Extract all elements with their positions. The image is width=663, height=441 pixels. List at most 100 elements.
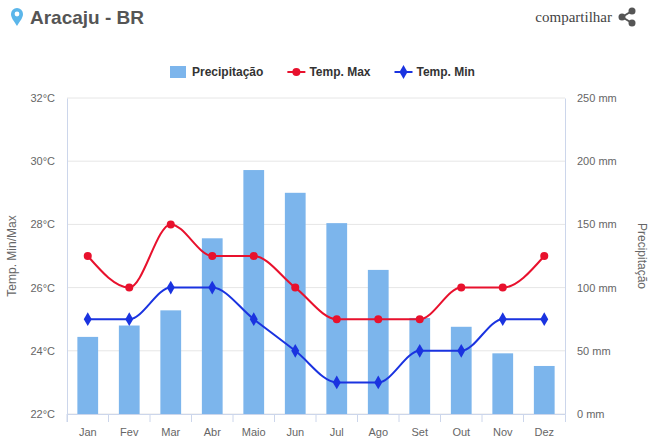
tick: 150 mm — [565, 218, 617, 230]
tick: 100 mm — [565, 282, 617, 294]
tick: Jan — [67, 414, 97, 438]
legend-label: Temp. Min — [417, 65, 475, 79]
pin-icon — [11, 8, 23, 26]
title: Aracaju - BR — [30, 7, 144, 28]
tick-label: 30°C — [30, 155, 55, 167]
grid-line — [67, 98, 565, 99]
grid-line — [67, 224, 565, 225]
bar — [451, 327, 472, 414]
tick-label: Nov — [493, 426, 513, 438]
legend: Precipitação Temp. Max Temp. Min — [170, 65, 475, 79]
bar — [492, 353, 513, 414]
tick-label: 100 mm — [577, 282, 617, 294]
bar — [160, 310, 181, 414]
tick: Abr — [192, 414, 222, 438]
plot-area — [77, 170, 554, 414]
tick-label: Abr — [204, 426, 221, 438]
tick-mark — [482, 414, 483, 422]
tick-mark — [233, 414, 234, 422]
marker — [250, 252, 258, 260]
tick-label: Mar — [161, 426, 180, 438]
tick-mark — [108, 414, 109, 422]
tick-label: Jun — [286, 426, 304, 438]
bar — [368, 270, 389, 414]
tick-label: 32°C — [30, 92, 55, 104]
marker — [499, 284, 507, 292]
tick-label: Fev — [120, 426, 139, 438]
tick-mark — [67, 414, 68, 422]
legend-item: Temp. Max — [287, 65, 370, 79]
tick: 250 mm — [565, 92, 617, 104]
marker — [457, 344, 465, 358]
chart: Aracaju - BR compartilhar 22°C 24°C 26°C 28°C… — [0, 0, 663, 441]
tick-label: Ago — [368, 426, 388, 438]
tick: 30°C — [30, 155, 67, 167]
bar — [77, 337, 98, 414]
grid-line — [67, 350, 565, 351]
tick: 24°C — [30, 345, 67, 357]
bar — [285, 193, 306, 414]
tick: 200 mm — [565, 155, 617, 167]
tick-label: Out — [452, 426, 470, 438]
tick-label: 26°C — [30, 282, 55, 294]
tick-label: 150 mm — [577, 218, 617, 230]
tick-label: Jul — [330, 426, 344, 438]
axis-line — [68, 415, 566, 423]
tick-mark — [150, 414, 151, 422]
tick: Jun — [275, 414, 305, 438]
tick: 22°C — [30, 408, 67, 420]
legend-symbol — [170, 66, 186, 78]
legend-item: Temp. Min — [395, 65, 475, 79]
marker — [333, 315, 341, 323]
tick-label: 250 mm — [577, 92, 617, 104]
tick-mark — [440, 414, 441, 422]
tick-label: Maio — [242, 426, 266, 438]
marker — [333, 375, 341, 389]
x-axis: Jan Fev Mar Abr Maio Jun Jul Ago Set Out Nov Dez — [67, 414, 566, 438]
tick-label: 200 mm — [577, 155, 617, 167]
y2-axis: 0 mm 50 mm 100 mm 150 mm 200 mm 250 mm — [565, 92, 617, 420]
bar — [534, 366, 555, 414]
bar — [202, 238, 223, 414]
legend-symbol — [400, 65, 408, 79]
tick: Nov — [482, 414, 513, 438]
bar — [119, 326, 140, 414]
tick-label: 28°C — [30, 218, 55, 230]
marker — [84, 252, 92, 260]
tick: 0 mm — [565, 408, 605, 420]
marker — [84, 312, 92, 326]
bar — [409, 318, 430, 414]
tick: Dez — [524, 414, 555, 438]
tick: Maio — [233, 414, 266, 438]
tick-label: Set — [411, 426, 428, 438]
tick: Out — [441, 414, 471, 438]
legend-item: Precipitação — [170, 65, 263, 79]
tick: Fev — [109, 414, 139, 438]
tick-mark — [399, 414, 400, 422]
tick: 28°C — [30, 218, 67, 230]
marker — [374, 375, 382, 389]
bar — [243, 170, 264, 414]
marker — [540, 312, 548, 326]
tick-label: 0 mm — [577, 408, 605, 420]
marker — [167, 281, 175, 295]
marker — [291, 344, 299, 358]
y-axis: 22°C 24°C 26°C 28°C 30°C 32°C — [30, 92, 67, 420]
tick-mark — [316, 414, 317, 422]
marker — [167, 220, 175, 228]
tick-label: 24°C — [30, 345, 55, 357]
tick: 50 mm — [565, 345, 611, 357]
tick-label: 50 mm — [577, 345, 611, 357]
tick: Set — [399, 414, 428, 438]
marker — [208, 252, 216, 260]
line — [88, 288, 545, 383]
share-icon[interactable] — [619, 8, 636, 27]
line — [88, 224, 545, 319]
share-label: compartilhar — [535, 9, 612, 25]
marker — [457, 284, 465, 292]
tick-label: Dez — [534, 426, 554, 438]
marker — [208, 281, 216, 295]
legend-label: Precipitação — [192, 65, 263, 79]
tick: Jul — [316, 414, 344, 438]
tick: 32°C — [30, 92, 67, 104]
